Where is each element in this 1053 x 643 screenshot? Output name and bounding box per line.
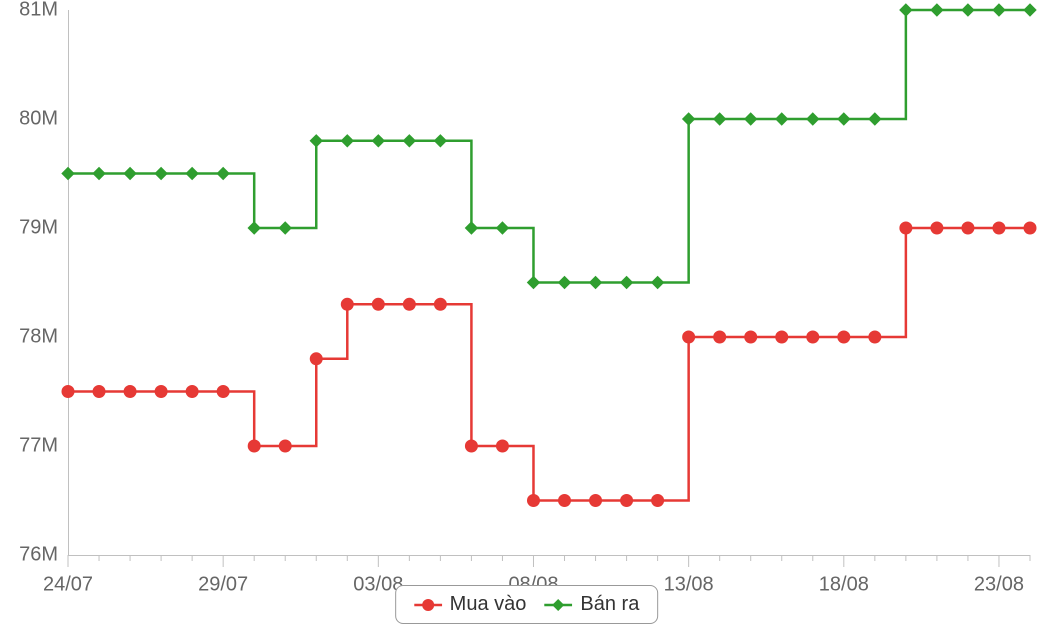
marker-mua_vao <box>993 222 1005 234</box>
marker-ban_ra <box>341 135 353 147</box>
legend-label: Bán ra <box>580 593 639 616</box>
marker-ban_ra <box>62 168 74 180</box>
marker-mua_vao <box>155 386 167 398</box>
y-axis-label: 79M <box>19 216 58 238</box>
marker-ban_ra <box>807 113 819 125</box>
marker-mua_vao <box>590 495 602 507</box>
marker-mua_vao <box>124 386 136 398</box>
marker-mua_vao <box>714 331 726 343</box>
marker-mua_vao <box>1024 222 1036 234</box>
marker-ban_ra <box>559 277 571 289</box>
marker-ban_ra <box>869 113 881 125</box>
y-axis-label: 80M <box>19 107 58 129</box>
marker-mua_vao <box>186 386 198 398</box>
marker-ban_ra <box>683 113 695 125</box>
marker-ban_ra <box>93 168 105 180</box>
marker-ban_ra <box>714 113 726 125</box>
marker-mua_vao <box>279 440 291 452</box>
marker-ban_ra <box>745 113 757 125</box>
marker-mua_vao <box>900 222 912 234</box>
chart-svg: 76M77M78M79M80M81M24/0729/0703/0808/0813… <box>0 0 1053 643</box>
marker-mua_vao <box>683 331 695 343</box>
marker-mua_vao <box>403 298 415 310</box>
y-axis-label: 77M <box>19 434 58 456</box>
marker-ban_ra <box>279 222 291 234</box>
marker-ban_ra <box>962 4 974 16</box>
marker-mua_vao <box>962 222 974 234</box>
marker-ban_ra <box>434 135 446 147</box>
marker-ban_ra <box>527 277 539 289</box>
marker-mua_vao <box>93 386 105 398</box>
x-axis-label: 29/07 <box>198 573 248 595</box>
marker-ban_ra <box>403 135 415 147</box>
marker-mua_vao <box>807 331 819 343</box>
marker-ban_ra <box>931 4 943 16</box>
y-axis-label: 76M <box>19 543 58 565</box>
marker-ban_ra <box>248 222 260 234</box>
marker-ban_ra <box>621 277 633 289</box>
marker-ban_ra <box>310 135 322 147</box>
marker-ban_ra <box>590 277 602 289</box>
marker-mua_vao <box>62 386 74 398</box>
marker-mua_vao <box>776 331 788 343</box>
marker-ban_ra <box>465 222 477 234</box>
marker-mua_vao <box>838 331 850 343</box>
marker-ban_ra <box>155 168 167 180</box>
marker-mua_vao <box>372 298 384 310</box>
legend-swatch-ban_ra <box>544 598 572 612</box>
marker-mua_vao <box>465 440 477 452</box>
x-axis-label: 13/08 <box>664 573 714 595</box>
marker-ban_ra <box>186 168 198 180</box>
legend: Mua vào Bán ra <box>395 585 659 624</box>
marker-mua_vao <box>217 386 229 398</box>
marker-ban_ra <box>900 4 912 16</box>
marker-mua_vao <box>652 495 664 507</box>
marker-ban_ra <box>372 135 384 147</box>
legend-item-mua_vao[interactable]: Mua vào <box>414 593 527 616</box>
marker-mua_vao <box>248 440 260 452</box>
marker-mua_vao <box>496 440 508 452</box>
marker-mua_vao <box>559 495 571 507</box>
legend-swatch-mua_vao <box>414 598 442 612</box>
y-axis-label: 81M <box>19 0 58 20</box>
marker-ban_ra <box>496 222 508 234</box>
marker-mua_vao <box>434 298 446 310</box>
marker-mua_vao <box>621 495 633 507</box>
y-axis-label: 78M <box>19 325 58 347</box>
price-chart: 76M77M78M79M80M81M24/0729/0703/0808/0813… <box>0 0 1053 643</box>
legend-item-ban_ra[interactable]: Bán ra <box>544 593 639 616</box>
marker-mua_vao <box>745 331 757 343</box>
marker-ban_ra <box>838 113 850 125</box>
marker-mua_vao <box>869 331 881 343</box>
marker-mua_vao <box>310 353 322 365</box>
x-axis-label: 24/07 <box>43 573 93 595</box>
marker-mua_vao <box>341 298 353 310</box>
marker-ban_ra <box>217 168 229 180</box>
marker-ban_ra <box>652 277 664 289</box>
marker-mua_vao <box>931 222 943 234</box>
marker-ban_ra <box>993 4 1005 16</box>
legend-label: Mua vào <box>450 593 527 616</box>
series-line-ban_ra <box>68 10 1030 283</box>
x-axis-label: 18/08 <box>819 573 869 595</box>
series-line-mua_vao <box>68 228 1030 501</box>
marker-ban_ra <box>776 113 788 125</box>
marker-mua_vao <box>527 495 539 507</box>
marker-ban_ra <box>1024 4 1036 16</box>
x-axis-label: 23/08 <box>974 573 1024 595</box>
marker-ban_ra <box>124 168 136 180</box>
